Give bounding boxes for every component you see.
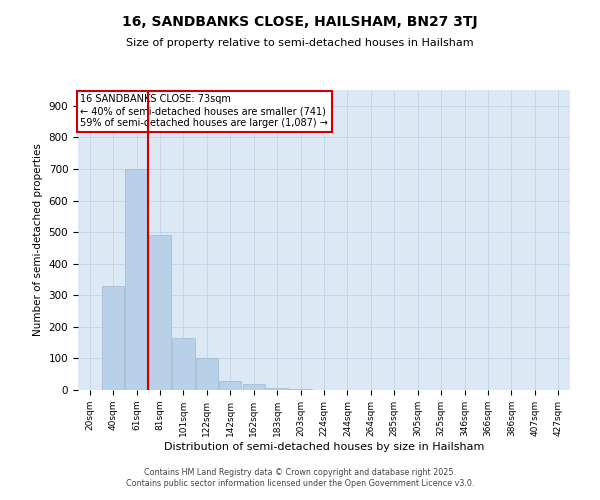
Text: Size of property relative to semi-detached houses in Hailsham: Size of property relative to semi-detach… (126, 38, 474, 48)
Bar (125, 169, 148, 390)
Bar (266, 388, 288, 390)
Text: 16 SANDBANKS CLOSE: 73sqm
← 40% of semi-detached houses are smaller (741)
59% of: 16 SANDBANKS CLOSE: 73sqm ← 40% of semi-… (80, 94, 328, 128)
Text: Contains HM Land Registry data © Crown copyright and database right 2025.
Contai: Contains HM Land Registry data © Crown c… (126, 468, 474, 487)
Y-axis label: Number of semi-detached properties: Number of semi-detached properties (33, 144, 43, 336)
Bar (172, 338, 194, 390)
Bar (149, 236, 171, 390)
Bar (196, 358, 218, 390)
Bar (242, 384, 265, 390)
Text: 16, SANDBANKS CLOSE, HAILSHAM, BN27 3TJ: 16, SANDBANKS CLOSE, HAILSHAM, BN27 3TJ (122, 15, 478, 29)
Bar (102, 286, 124, 390)
Bar (219, 380, 241, 390)
X-axis label: Distribution of semi-detached houses by size in Hailsham: Distribution of semi-detached houses by … (164, 442, 484, 452)
